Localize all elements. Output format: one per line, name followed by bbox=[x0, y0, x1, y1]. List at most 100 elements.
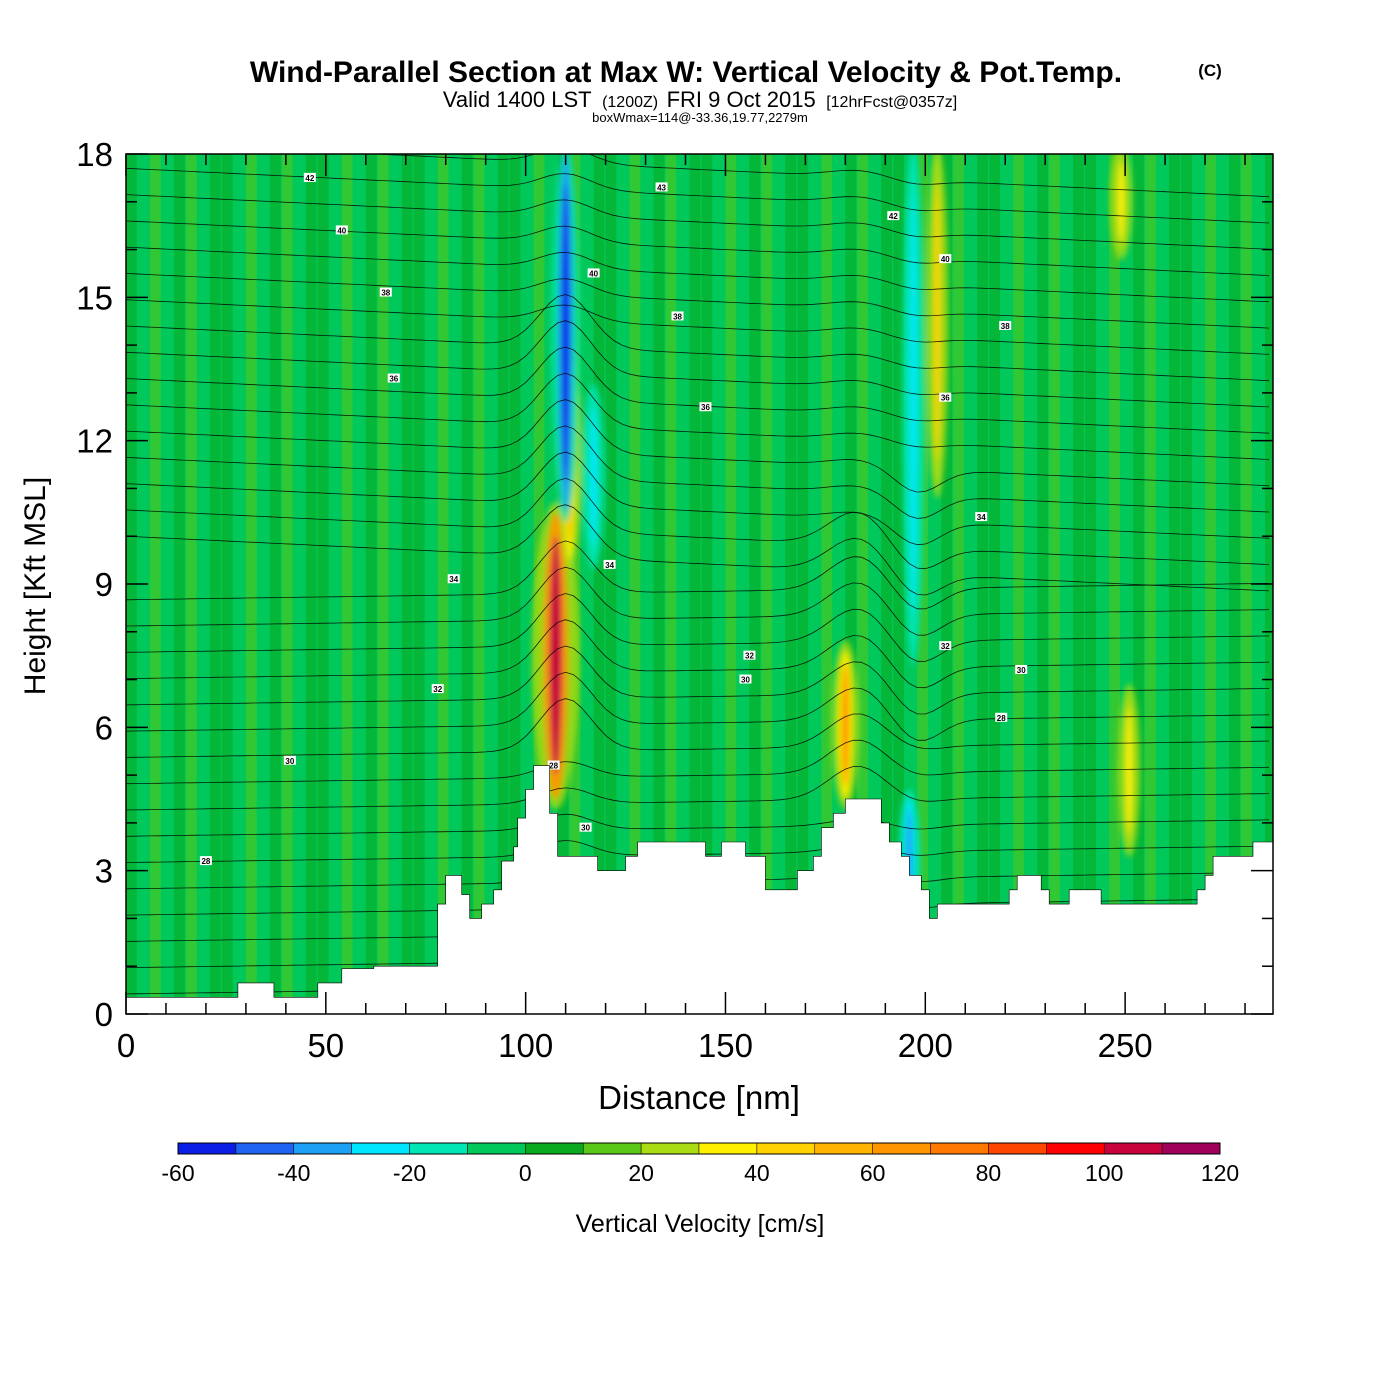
isentrope-label-text: 32 bbox=[745, 652, 754, 661]
velocity-band bbox=[342, 154, 353, 1014]
isentrope-label-text: 28 bbox=[997, 714, 1006, 723]
subtitle-forecast: [12hrFcst@0357z] bbox=[826, 94, 957, 111]
isentrope-label-text: 34 bbox=[605, 561, 614, 570]
colorbar-swatch bbox=[873, 1143, 931, 1154]
velocity-band bbox=[977, 154, 988, 1014]
velocity-band bbox=[246, 154, 257, 1014]
isentrope-label-text: 38 bbox=[673, 312, 682, 321]
isentrope-label: 42 bbox=[304, 173, 316, 183]
velocity-band bbox=[989, 154, 1000, 1014]
colorbar-label: Vertical Velocity [cm/s] bbox=[576, 1210, 825, 1238]
downdraft-upper bbox=[910, 196, 916, 614]
subtitle-zulu: (1200Z) bbox=[602, 94, 658, 111]
isentrope-label: 30 bbox=[580, 823, 592, 833]
y-tick-label: 15 bbox=[76, 279, 113, 316]
isentrope-label-text: 32 bbox=[433, 685, 442, 694]
copyright-mark: (C) bbox=[1198, 61, 1222, 80]
isentrope-label-text: 30 bbox=[1017, 666, 1026, 675]
isentrope-label: 28 bbox=[200, 856, 212, 866]
isentrope-label: 30 bbox=[1015, 665, 1027, 675]
isentrope-label: 32 bbox=[939, 641, 951, 651]
colorbar-tick-label: 80 bbox=[976, 1160, 1002, 1186]
subtitle-valid: Valid 1400 LST bbox=[443, 87, 592, 112]
isentrope-label-text: 28 bbox=[201, 857, 210, 866]
velocity-band bbox=[174, 154, 185, 1014]
colorbar-swatch bbox=[583, 1143, 641, 1154]
isentrope-label-text: 42 bbox=[305, 174, 314, 183]
velocity-band bbox=[270, 154, 281, 1014]
isentrope-label-text: 30 bbox=[285, 757, 294, 766]
x-tick-label: 200 bbox=[898, 1027, 953, 1064]
colorbar-tick-label: 60 bbox=[860, 1160, 886, 1186]
x-tick-label: 150 bbox=[698, 1027, 753, 1064]
colorbar-tick-label: -40 bbox=[277, 1160, 310, 1186]
colorbar: -60 -40 -20 0 20 40 60 80 100 120 bbox=[161, 1143, 1239, 1186]
velocity-band bbox=[1085, 154, 1096, 1014]
velocity-band bbox=[222, 154, 233, 1014]
colorbar-swatch bbox=[641, 1143, 699, 1154]
colorbar-tick-label: -60 bbox=[161, 1160, 194, 1186]
colorbar-swatch bbox=[757, 1143, 815, 1154]
colorbar-swatch bbox=[931, 1143, 989, 1154]
velocity-band bbox=[1049, 154, 1060, 1014]
updraft-upper bbox=[934, 182, 940, 461]
colorbar-swatch bbox=[988, 1143, 1046, 1154]
velocity-band bbox=[953, 154, 964, 1014]
colorbar-swatch bbox=[1162, 1143, 1220, 1154]
colorbar-swatch bbox=[236, 1143, 294, 1154]
velocity-band bbox=[282, 154, 293, 1014]
isentrope-label: 28 bbox=[995, 713, 1007, 723]
colorbar-swatch bbox=[815, 1143, 873, 1154]
isentrope-label-text: 40 bbox=[941, 255, 950, 264]
colorbar-tick-label: 100 bbox=[1085, 1160, 1123, 1186]
colorbar-tick-label: -20 bbox=[393, 1160, 426, 1186]
velocity-band bbox=[785, 154, 796, 1014]
x-tick-label: 0 bbox=[117, 1027, 135, 1064]
isentrope-label-text: 36 bbox=[701, 403, 710, 412]
isentrope-label: 34 bbox=[604, 560, 616, 570]
subtitle-date: FRI 9 Oct 2015 bbox=[667, 87, 816, 112]
velocity-band bbox=[186, 154, 197, 1014]
isentrope-label: 36 bbox=[388, 374, 400, 384]
x-axis-label: Distance [nm] bbox=[598, 1079, 800, 1116]
x-tick-label: 50 bbox=[307, 1027, 344, 1064]
y-tick-label: 0 bbox=[95, 996, 113, 1033]
isentrope-label: 32 bbox=[432, 684, 444, 694]
downdraft-core bbox=[562, 184, 570, 483]
y-tick-label: 12 bbox=[76, 423, 113, 460]
isentrope-label-text: 43 bbox=[657, 183, 666, 192]
colorbar-swatch bbox=[178, 1143, 236, 1154]
velocity-band bbox=[1133, 154, 1144, 1014]
colorbar-swatch bbox=[525, 1143, 583, 1154]
colorbar-swatch bbox=[467, 1143, 525, 1154]
chart-figure: Wind-Parallel Section at Max W: Vertical… bbox=[0, 0, 1400, 1400]
isentrope-label-text: 30 bbox=[581, 824, 590, 833]
isentrope-label: 38 bbox=[999, 321, 1011, 331]
isentrope-label: 36 bbox=[699, 402, 711, 412]
isentrope-label: 32 bbox=[743, 651, 755, 661]
isentrope-label: 36 bbox=[939, 393, 951, 403]
isentrope-label-text: 36 bbox=[941, 394, 950, 403]
isentrope-label-text: 38 bbox=[1001, 322, 1010, 331]
isentrope-label: 40 bbox=[588, 268, 600, 278]
isentrope-label-text: 30 bbox=[741, 676, 750, 685]
isentrope-label-text: 32 bbox=[941, 642, 950, 651]
isentrope-label: 34 bbox=[975, 512, 987, 522]
colorbar-swatch bbox=[410, 1143, 468, 1154]
isentrope-label: 40 bbox=[336, 225, 348, 235]
isentrope-label: 40 bbox=[939, 254, 951, 264]
colorbar-tick-label: 40 bbox=[744, 1160, 770, 1186]
colorbar-swatch bbox=[1046, 1143, 1104, 1154]
colorbar-swatch bbox=[294, 1143, 352, 1154]
velocity-band bbox=[474, 154, 485, 1014]
isentrope-label: 34 bbox=[448, 574, 460, 584]
isentrope-label-text: 42 bbox=[889, 212, 898, 221]
velocity-band bbox=[1073, 154, 1084, 1014]
velocity-band bbox=[150, 154, 161, 1014]
updraft-east bbox=[1126, 707, 1132, 834]
colorbar-swatch bbox=[699, 1143, 757, 1154]
isentrope-label: 38 bbox=[380, 288, 392, 298]
x-tick-label: 100 bbox=[498, 1027, 553, 1064]
isentrope-label-text: 38 bbox=[381, 289, 390, 298]
plot-area: 42 40 38 36 43 42 40 40 38 38 36 36 34 34 34 32 32 32 30 30… bbox=[126, 142, 1276, 1014]
